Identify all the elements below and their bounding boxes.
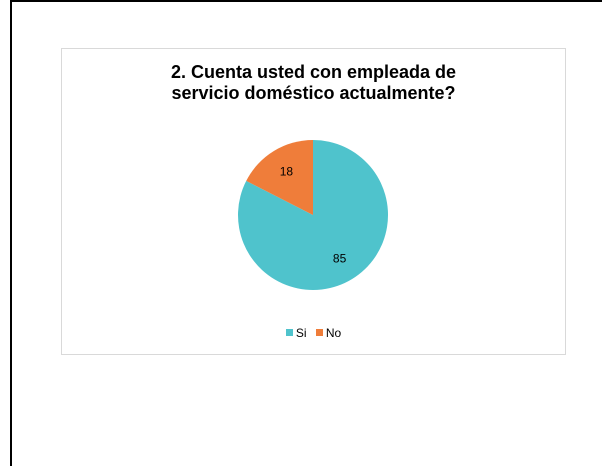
legend-item-no: No (315, 325, 342, 340)
data-label-no: 18 (280, 165, 294, 179)
legend-label-si: Si (295, 325, 307, 340)
chart-title: 2. Cuenta usted con empleada de servicio… (62, 62, 565, 104)
chart-title-line-1: 2. Cuenta usted con empleada de (170, 62, 457, 82)
chart-title-line-2: servicio doméstico actualmente? (171, 83, 456, 103)
legend-swatch-si (285, 329, 293, 336)
chart-area: 2. Cuenta usted con empleada de servicio… (61, 48, 566, 355)
data-label-si: 85 (333, 252, 347, 266)
frame-top-border (10, 0, 602, 2)
legend-swatch-no (315, 329, 323, 336)
pie-slice-si (238, 140, 389, 290)
pie-chart: 85 18 (238, 140, 389, 290)
legend-label-no: No (325, 325, 342, 340)
frame-left-border (10, 0, 12, 466)
legend-item-si: Si (285, 325, 307, 340)
pie-slice-no (246, 140, 313, 215)
chart-legend: Si No (62, 325, 565, 340)
